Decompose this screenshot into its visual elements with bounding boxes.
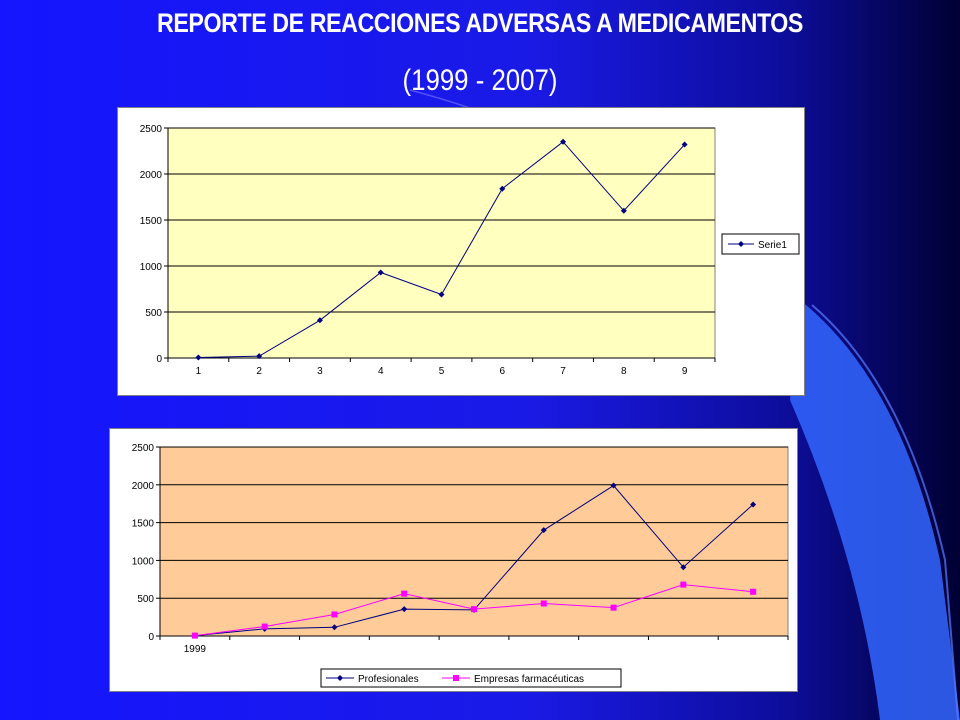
x-tick-label: 2 bbox=[256, 366, 262, 377]
data-point-marker bbox=[620, 207, 627, 214]
data-point-marker bbox=[401, 590, 408, 597]
legend-marker-serie1 bbox=[738, 241, 744, 247]
slide-subtitle: (1999 - 2007) bbox=[402, 64, 558, 97]
y-tick-label: 500 bbox=[145, 308, 162, 319]
legend-box bbox=[721, 233, 800, 255]
y-tick-label: 500 bbox=[137, 594, 154, 605]
legend-label-empresas: Empresas farmacéuticas bbox=[474, 674, 584, 685]
x-tick-label: 5 bbox=[439, 366, 445, 377]
x-tick-label: 7 bbox=[560, 366, 566, 377]
data-point-marker bbox=[499, 185, 506, 192]
data-point-marker bbox=[560, 138, 567, 145]
slide-title: REPORTE DE REACCIONES ADVERSAS A MEDICAM… bbox=[157, 8, 803, 38]
x-tick-label: 6 bbox=[499, 366, 505, 377]
data-point-marker bbox=[377, 269, 384, 276]
data-point-marker bbox=[540, 527, 547, 534]
data-point-marker bbox=[680, 564, 687, 571]
data-point-marker bbox=[681, 141, 688, 148]
y-tick-label: 2500 bbox=[140, 124, 163, 135]
y-tick-label: 1500 bbox=[132, 519, 155, 530]
x-tick-label: 9 bbox=[682, 366, 688, 377]
legend-box bbox=[320, 668, 622, 688]
y-tick-label: 2000 bbox=[140, 170, 163, 181]
x-tick-label: 3 bbox=[317, 366, 323, 377]
data-point-marker bbox=[401, 606, 408, 613]
data-point-marker bbox=[438, 291, 445, 298]
data-point-marker bbox=[750, 588, 757, 595]
decorative-arc-shape bbox=[790, 300, 960, 720]
x-tick-label: 8 bbox=[621, 366, 627, 377]
y-tick-label: 0 bbox=[156, 354, 162, 365]
legend-label-profesionales: Profesionales bbox=[358, 674, 419, 685]
data-point-marker bbox=[610, 482, 617, 489]
data-point-marker bbox=[316, 317, 323, 324]
data-point-marker bbox=[331, 611, 338, 618]
data-point-marker bbox=[331, 624, 338, 631]
data-point-marker bbox=[256, 353, 263, 360]
x-tick-label: 4 bbox=[378, 366, 384, 377]
decorative-arc-shape-2 bbox=[811, 304, 959, 720]
y-tick-label: 0 bbox=[148, 632, 154, 643]
y-tick-label: 1500 bbox=[140, 216, 163, 227]
y-tick-label: 1000 bbox=[132, 556, 155, 567]
x-tick-label: 1 bbox=[196, 366, 202, 377]
data-point-marker bbox=[261, 623, 268, 630]
chart-profesionales-empresas-box: 0 500 1000 1500 2000 2500 1999 Profesionales Emp… bbox=[109, 428, 798, 692]
y-tick-label: 1000 bbox=[140, 262, 163, 273]
legend-label-serie1: Serie1 bbox=[758, 240, 787, 251]
data-point-marker bbox=[750, 501, 757, 508]
data-point-marker bbox=[191, 632, 198, 639]
data-point-marker bbox=[471, 606, 477, 613]
legend-marker-profesionales bbox=[337, 675, 343, 681]
chart-serie1: 0 500 1000 1500 2000 2500 1 2 3 4 5 6 7 8 9 Serie1 bbox=[140, 124, 800, 377]
data-point-marker bbox=[610, 604, 617, 611]
chart-serie1-box: 0 500 1000 1500 2000 2500 1 2 3 4 5 6 7 8 9 Serie1 bbox=[117, 107, 805, 396]
chart-profesionales-empresas: 0 500 1000 1500 2000 2500 1999 Profesionales Emp… bbox=[132, 443, 789, 688]
data-point-marker bbox=[680, 581, 687, 588]
legend-marker-empresas bbox=[453, 675, 459, 681]
decorative-swoosh bbox=[409, 89, 471, 109]
y-tick-label: 2000 bbox=[132, 481, 155, 492]
data-point-marker bbox=[540, 600, 547, 607]
y-tick-label: 2500 bbox=[132, 443, 155, 454]
x-tick-label: 1999 bbox=[184, 644, 207, 655]
plot-area bbox=[167, 127, 716, 359]
data-point-marker bbox=[195, 354, 202, 361]
